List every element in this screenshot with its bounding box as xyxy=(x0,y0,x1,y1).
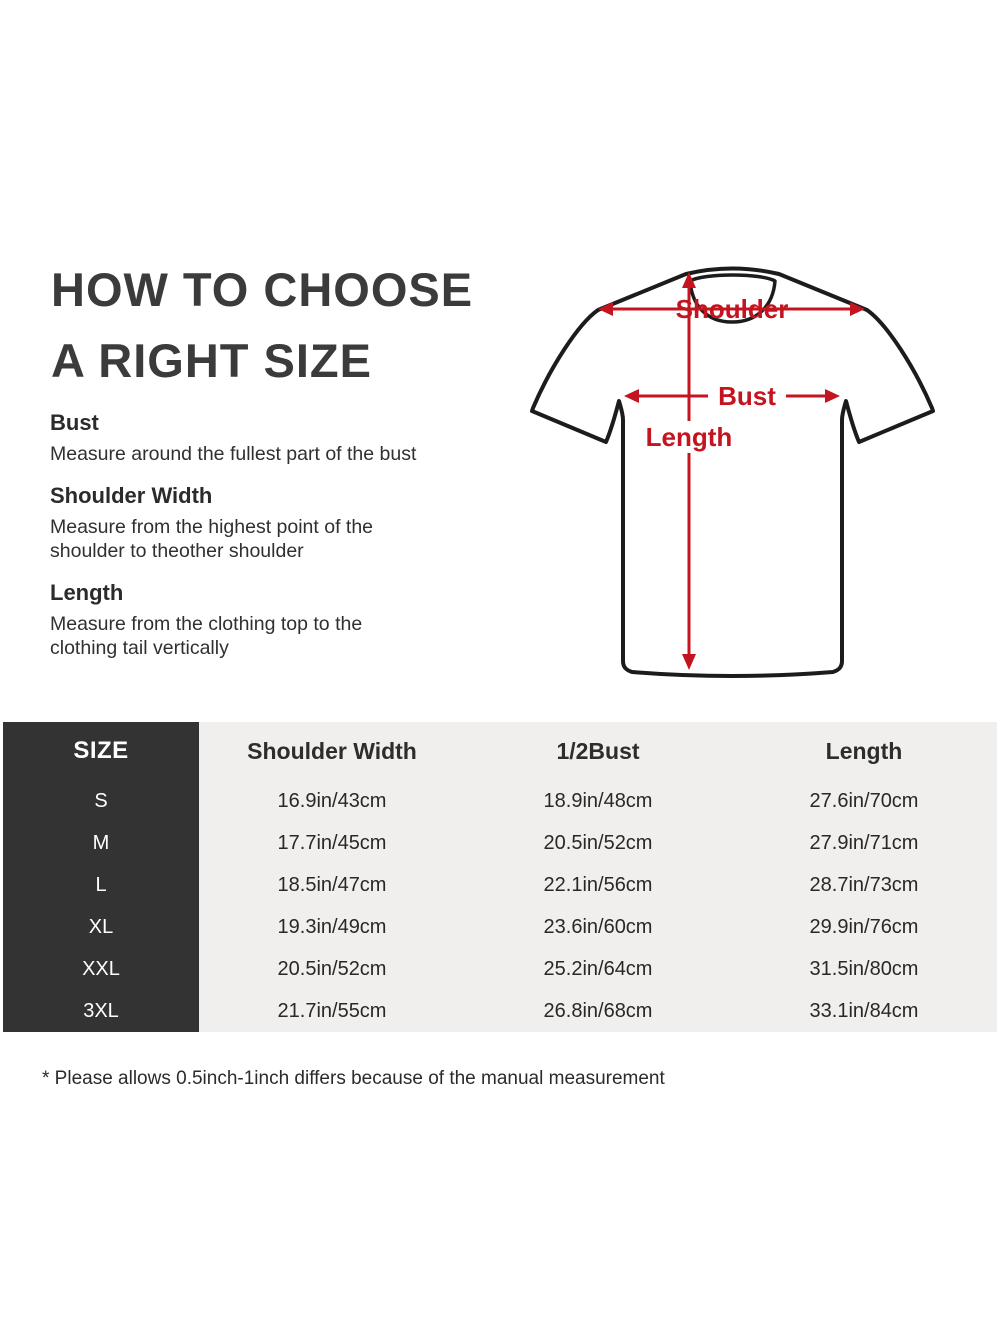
table-header-half-bust: 1/2Bust xyxy=(556,737,640,764)
page-title-line1: HOW TO CHOOSE xyxy=(51,263,474,316)
guide-desc-shoulder-width: Measure from the highest point of the sho… xyxy=(50,515,500,563)
guide-desc-bust: Measure around the fullest part of the b… xyxy=(50,443,417,465)
row-xl-length: 29.9in/76cm xyxy=(809,915,919,938)
bust-label: Bust xyxy=(718,381,776,411)
guide-heading-shoulder-width: Shoulder Width xyxy=(50,483,213,508)
row-s-shoulder: 16.9in/43cm xyxy=(277,789,387,812)
row-l-shoulder: 18.5in/47cm xyxy=(277,873,387,896)
row-m-size: M xyxy=(3,822,199,864)
row-m-bust: 20.5in/52cm xyxy=(543,831,653,854)
measurement-guide: Bust Measure around the fullest part of … xyxy=(50,410,500,677)
length-arrow xyxy=(682,272,696,670)
table-header-size: SIZE xyxy=(3,722,199,780)
row-l-size: L xyxy=(3,864,199,906)
row-3xl-length: 33.1in/84cm xyxy=(809,999,919,1022)
length-label-backdrop xyxy=(637,421,741,453)
guide-heading-length: Length xyxy=(50,580,124,605)
size-table: SIZE Shoulder Width 1/2Bust Length S 16.… xyxy=(3,722,997,1032)
shoulder-label: Shoulder xyxy=(676,294,789,324)
row-l-length: 28.7in/73cm xyxy=(809,873,919,896)
row-xl-shoulder: 19.3in/49cm xyxy=(277,915,387,938)
page-title: HOW TO CHOOSE A RIGHT SIZE xyxy=(51,254,473,396)
guide-desc-length-line2: clothing tail vertically xyxy=(50,637,229,659)
row-s-length: 27.6in/70cm xyxy=(809,789,919,812)
row-l-bust: 22.1in/56cm xyxy=(543,873,653,896)
row-3xl-bust: 26.8in/68cm xyxy=(543,999,653,1022)
row-3xl-shoulder: 21.7in/55cm xyxy=(277,999,387,1022)
row-xxl-size: XXL xyxy=(3,948,199,990)
row-m-shoulder: 17.7in/45cm xyxy=(277,831,387,854)
row-s-size: S xyxy=(3,780,199,822)
tshirt-outline xyxy=(530,266,935,678)
row-3xl-size: 3XL xyxy=(3,990,199,1032)
bust-label-backdrop xyxy=(708,380,786,412)
row-xl-size: XL xyxy=(3,906,199,948)
shoulder-arrow xyxy=(598,302,865,316)
row-m-length: 27.9in/71cm xyxy=(809,831,919,854)
guide-desc-length-line1: Measure from the clothing top to the xyxy=(50,613,363,635)
length-label: Length xyxy=(646,422,733,452)
guide-desc-shoulder-line2: shoulder to theother shoulder xyxy=(50,540,304,562)
table-header-length: Length xyxy=(825,737,903,764)
row-xl-bust: 23.6in/60cm xyxy=(543,915,653,938)
guide-heading-bust: Bust xyxy=(50,410,99,435)
guide-desc-shoulder-line1: Measure from the highest point of the xyxy=(50,516,374,538)
tshirt-illustration: Length Shoulder Bust xyxy=(530,266,935,678)
measurement-footnote: * Please allows 0.5inch-1inch differs be… xyxy=(42,1068,665,1089)
row-xxl-bust: 25.2in/64cm xyxy=(543,957,653,980)
page-title-line2: A RIGHT SIZE xyxy=(51,334,372,387)
row-xxl-length: 31.5in/80cm xyxy=(809,957,919,980)
guide-desc-length: Measure from the clothing top to the clot… xyxy=(50,612,500,660)
row-xxl-shoulder: 20.5in/52cm xyxy=(277,957,387,980)
row-s-bust: 18.9in/48cm xyxy=(543,789,653,812)
table-header-shoulder-width: Shoulder Width xyxy=(247,737,417,764)
tshirt-diagram: Length Shoulder Bust xyxy=(520,248,970,684)
